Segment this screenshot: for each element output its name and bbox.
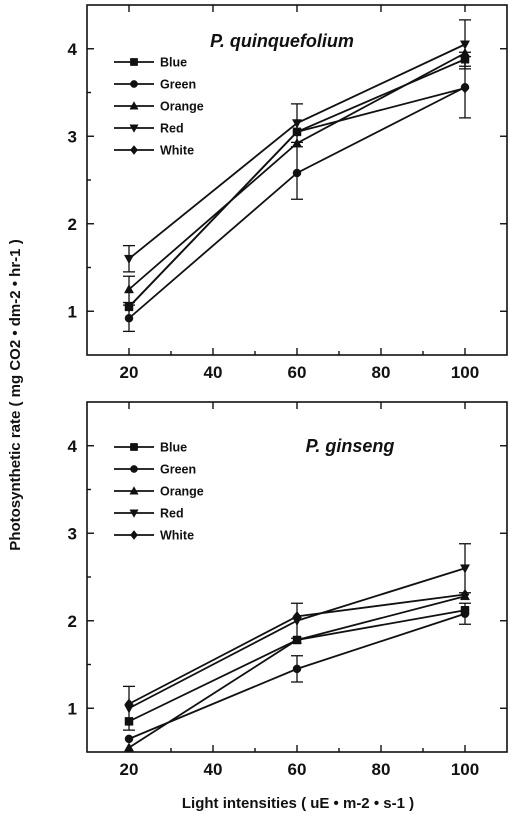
- x-axis-label: Light intensities ( uE • m-2 • s-1 ): [182, 795, 414, 812]
- series-orange-legend-marker: [129, 486, 139, 495]
- series-white-legend-marker: [130, 530, 138, 540]
- series-red-legend-marker: [129, 509, 139, 518]
- y-axis-label: Photosynthetic rate ( mg CO2 • dm-2 • hr…: [7, 239, 24, 550]
- series-white-point: [124, 698, 134, 710]
- x-tick-label: 100: [451, 760, 479, 779]
- x-tick-label: 80: [372, 760, 391, 779]
- series-green-point: [292, 168, 302, 178]
- y-tick-label: 1: [68, 302, 77, 321]
- series-green-legend-marker: [130, 80, 138, 88]
- plot-frame: [86, 401, 508, 753]
- series-green-legend-marker: [130, 465, 138, 473]
- series-white-point: [460, 589, 470, 600]
- series-white-point: [124, 301, 134, 313]
- y-tick-label: 3: [68, 127, 77, 146]
- y-tick-label: 2: [68, 612, 77, 631]
- series-green-point: [460, 609, 470, 618]
- y-tick-label: 3: [68, 524, 77, 543]
- series-orange-point: [123, 284, 135, 294]
- series-white-point: [292, 610, 302, 622]
- y-tick-label: 4: [68, 437, 78, 456]
- series-orange-legend-label: Orange: [160, 485, 204, 499]
- panel-quinquefolium: 20 40 60 80 100 1 2 3 4 P. quinquefolium Blue Green…: [68, 4, 508, 382]
- series-red-legend-label: Red: [160, 122, 184, 136]
- x-tick-label: 40: [204, 363, 223, 382]
- series-green-legend-label: Green: [160, 463, 196, 477]
- series-blue-legend-label: Blue: [160, 56, 187, 70]
- series-red-point: [459, 40, 471, 50]
- series-orange-point: [291, 634, 303, 644]
- panel-title: P. ginseng: [306, 436, 395, 456]
- panel-title: P. quinquefolium: [210, 31, 354, 51]
- series-red-point: [123, 254, 135, 265]
- x-tick-label: 100: [451, 363, 479, 382]
- series-blue-legend-label: Blue: [160, 441, 187, 455]
- series-blue-legend-marker: [130, 443, 138, 451]
- series-orange-legend-marker: [129, 101, 139, 110]
- series-red-legend-label: Red: [160, 507, 184, 521]
- y-tick-label: 1: [68, 699, 77, 718]
- series-white-legend-label: White: [160, 529, 194, 543]
- series-white-point: [292, 126, 302, 138]
- y-tick-label: 2: [68, 215, 77, 234]
- panel-ginseng: 20 40 60 80 100 1 2 3 4 P. ginseng Blue Green Orange…: [68, 401, 508, 779]
- series-white-legend-label: White: [160, 144, 194, 158]
- x-tick-label: 40: [204, 760, 223, 779]
- series-blue-legend-marker: [130, 58, 138, 66]
- x-tick-label: 60: [288, 363, 307, 382]
- series-white-legend-marker: [130, 145, 138, 155]
- x-tick-label: 80: [372, 363, 391, 382]
- y-tick-label: 4: [68, 40, 78, 59]
- series-white-point: [460, 82, 470, 94]
- x-tick-label: 20: [120, 760, 139, 779]
- x-tick-label: 60: [288, 760, 307, 779]
- series-green-point: [124, 734, 134, 744]
- x-tick-label: 20: [120, 363, 139, 382]
- series-red-point: [291, 119, 303, 129]
- series-red-point: [459, 564, 471, 574]
- series-red-legend-marker: [129, 124, 139, 133]
- series-orange-point: [123, 742, 135, 752]
- series-orange-legend-label: Orange: [160, 100, 204, 114]
- series-green-legend-label: Green: [160, 78, 196, 92]
- series-green-point: [124, 314, 134, 323]
- series-green-point: [292, 664, 302, 674]
